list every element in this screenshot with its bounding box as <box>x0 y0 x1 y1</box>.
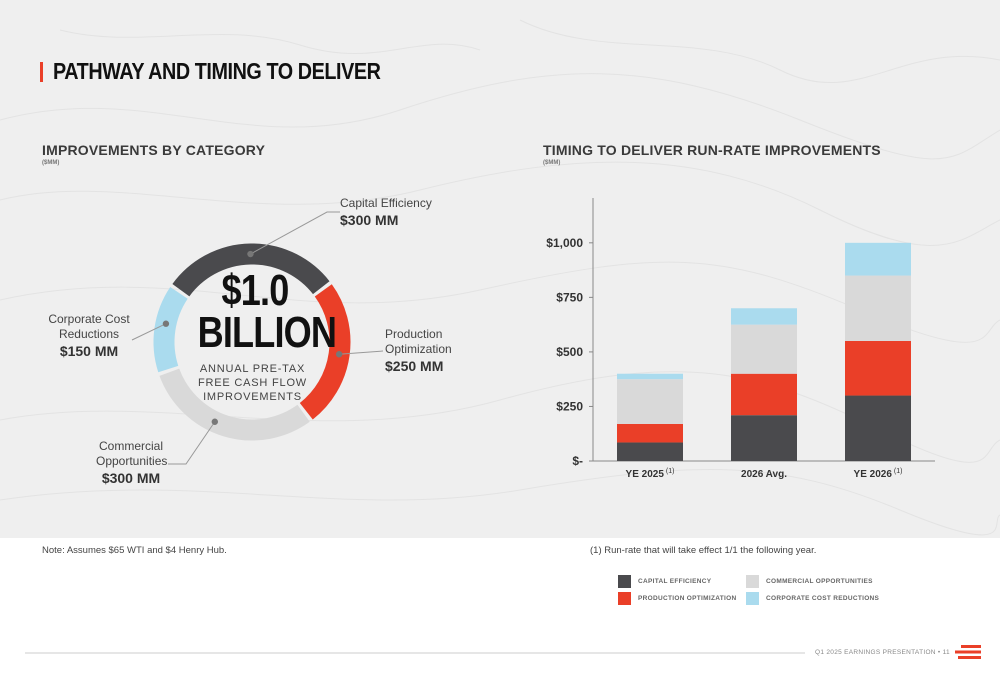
y-tick-label: $250 <box>556 399 583 413</box>
legend-swatch-commercial-opportunities <box>746 575 759 588</box>
legend-label-commercial-opportunities: COMMERCIAL OPPORTUNITIES <box>766 578 873 585</box>
leader-dot-corporate-cost-reductions <box>162 320 170 327</box>
leader-line-capital-efficiency <box>250 211 340 255</box>
legend-swatch-corporate-cost-reductions <box>746 592 759 605</box>
leader-line-production-optimization <box>339 350 384 355</box>
donut-slice-corporate-cost-reductions <box>153 287 188 373</box>
leader-dot-production-optimization <box>335 351 343 358</box>
bar-segment-commercial-opportunities <box>617 379 683 424</box>
bar-segment-production-optimization <box>731 373 797 416</box>
legend-label-capital-efficiency: CAPITAL EFFICIENCY <box>638 578 712 585</box>
legend-swatch-capital-efficiency <box>618 575 631 588</box>
y-tick-label: $1,000 <box>546 236 583 250</box>
legend-item-capital-efficiency: CAPITAL EFFICIENCY <box>618 575 711 588</box>
x-tick-superscript: (1) <box>666 468 675 475</box>
bar-segment-capital-efficiency <box>845 395 911 461</box>
y-tick-label: $750 <box>556 290 583 304</box>
legend-label-corporate-cost-reductions: CORPORATE COST REDUCTIONS <box>766 595 880 602</box>
donut-center-total: $1.0 BILLION <box>197 266 337 357</box>
label-commercial-opportunities-name: Commercial Opportunities <box>96 439 168 468</box>
label-commercial-opportunities-value: $300 MM <box>101 470 161 486</box>
bar-segment-production-optimization <box>617 423 683 443</box>
x-tick-label: 2026 Avg. <box>741 469 787 480</box>
bar-segment-corporate-cost-reductions <box>617 373 683 380</box>
leader-dot-commercial-opportunities <box>211 418 219 425</box>
x-tick-superscript: (1) <box>894 468 903 475</box>
right-section-title: TIMING TO DELIVER RUN-RATE IMPROVEMENTS <box>543 142 881 158</box>
label-corporate-cost-reductions: Corporate Cost Reductions $150 MM <box>48 312 130 360</box>
x-tick-label: YE 2026 (1) <box>854 468 903 480</box>
title-accent-bar <box>40 62 43 82</box>
donut-center-subtitle: ANNUAL PRE-TAX FREE CASH FLOW IMPROVEMEN… <box>198 363 307 403</box>
legend-swatch-production-optimization <box>618 592 631 605</box>
background-area <box>0 0 1000 538</box>
label-capital-efficiency-value: $300 MM <box>340 212 399 228</box>
bar-segment-capital-efficiency <box>617 442 683 461</box>
footer-page-info: Q1 2025 EARNINGS PRESENTATION • 11 <box>815 649 950 656</box>
label-commercial-opportunities: Commercial Opportunities $300 MM <box>96 439 168 487</box>
note-assumptions: Note: Assumes $65 WTI and $4 Henry Hub. <box>42 545 227 556</box>
label-production-optimization-value: $250 MM <box>385 358 444 374</box>
donut-chart <box>131 211 384 465</box>
label-production-optimization-name: Production Optimization <box>385 327 452 356</box>
label-capital-efficiency-name: Capital Efficiency <box>340 196 432 210</box>
left-section-unit: ($MM) <box>42 160 60 166</box>
bar-segment-corporate-cost-reductions <box>731 308 797 325</box>
label-capital-efficiency: Capital Efficiency $300 MM <box>340 196 432 229</box>
y-tick-label: $- <box>572 454 583 468</box>
bar-segment-commercial-opportunities <box>731 324 797 374</box>
legend-item-production-optimization: PRODUCTION OPTIMIZATION <box>618 592 737 605</box>
bar-segment-corporate-cost-reductions <box>845 242 911 276</box>
leader-line-commercial-opportunities <box>168 421 216 465</box>
leader-line-corporate-cost-reductions <box>131 323 167 341</box>
x-tick-label: YE 2025 (1) <box>626 468 675 480</box>
company-logo-icon <box>955 645 981 659</box>
label-corporate-cost-reductions-name: Corporate Cost Reductions <box>48 312 130 341</box>
label-production-optimization: Production Optimization $250 MM <box>385 327 452 375</box>
leader-dot-capital-efficiency <box>247 250 254 258</box>
legend-item-corporate-cost-reductions: CORPORATE COST REDUCTIONS <box>746 592 879 605</box>
page-title: PATHWAY AND TIMING TO DELIVER <box>53 58 381 84</box>
stacked-bar-chart: $- $250 $500 $750 $1,000 YE 2025 (1) 2026 Avg. Y… <box>546 198 935 480</box>
right-section-unit: ($MM) <box>543 160 561 166</box>
bar-segment-capital-efficiency <box>731 415 797 461</box>
bar-segment-production-optimization <box>845 341 911 396</box>
legend-item-commercial-opportunities: COMMERCIAL OPPORTUNITIES <box>746 575 873 588</box>
footer-divider <box>25 652 805 654</box>
label-corporate-cost-reductions-value: $150 MM <box>59 343 119 359</box>
y-tick-label: $500 <box>556 345 583 359</box>
note-run-rate: (1) Run-rate that will take effect 1/1 t… <box>590 545 817 556</box>
left-section-title: IMPROVEMENTS BY CATEGORY <box>42 142 266 158</box>
legend-label-production-optimization: PRODUCTION OPTIMIZATION <box>638 595 737 602</box>
bar-segment-commercial-opportunities <box>845 275 911 341</box>
donut-slice-commercial-opportunities <box>159 368 310 441</box>
